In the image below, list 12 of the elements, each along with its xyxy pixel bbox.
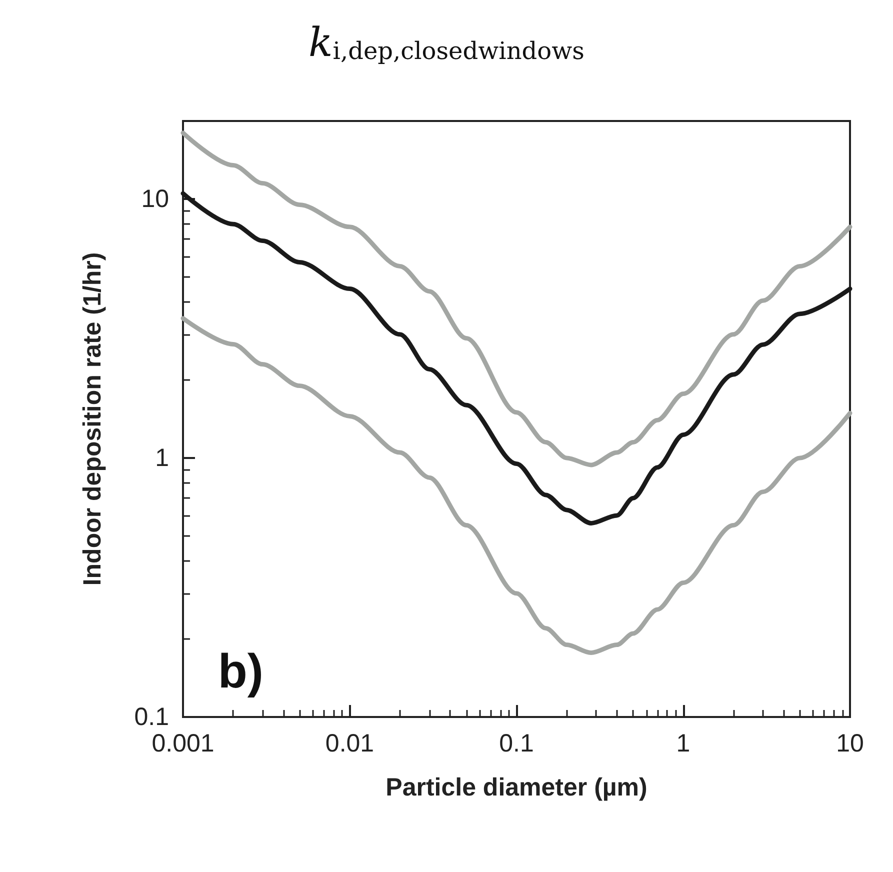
x-tick-label: 0.001	[152, 730, 214, 758]
annotation: b)	[218, 646, 264, 698]
y-tick-label: 0.1	[134, 703, 169, 731]
y-axis-title: Indoor deposition rate (1/hr)	[78, 252, 106, 586]
x-tick-label: 0.1	[499, 730, 534, 758]
y-tick-label: 1	[155, 444, 169, 472]
chart-title: ki,dep,closedwindows	[308, 20, 584, 66]
x-tick-label: 10	[836, 730, 864, 758]
x-tick-label: 0.01	[325, 730, 374, 758]
x-tick-label: 1	[676, 730, 690, 758]
x-axis-title: Particle diameter (µm)	[386, 774, 648, 802]
y-tick-label: 10	[141, 184, 169, 213]
